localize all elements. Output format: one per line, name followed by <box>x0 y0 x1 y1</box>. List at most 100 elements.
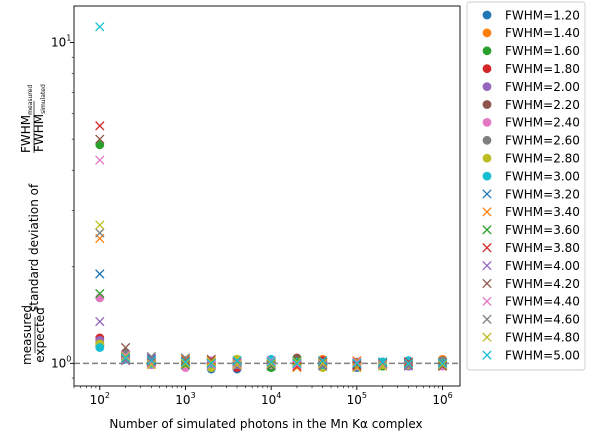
legend-label: FWHM=4.20 <box>505 277 580 291</box>
data-point <box>95 293 105 303</box>
data-point <box>95 140 105 150</box>
legend: FWHM=1.20 FWHM=1.40 FWHM=1.60 FWHM=1.80 FWHM… <box>466 1 586 371</box>
x-tick-label-exponent: 5 <box>362 391 367 400</box>
data-point <box>146 360 157 370</box>
y-tick-label-exponent: 0 <box>66 354 71 363</box>
legend-marker <box>482 314 492 324</box>
data-point <box>120 353 131 363</box>
plot-area <box>74 22 460 374</box>
data-point <box>266 357 276 367</box>
x-tick-label-base: 10 <box>432 393 447 407</box>
data-point <box>95 155 105 165</box>
x-tick-label-exponent: 4 <box>276 391 281 400</box>
data-point <box>318 360 328 370</box>
data-point <box>146 358 157 369</box>
legend-marker <box>482 46 492 56</box>
data-point <box>377 357 388 367</box>
data-point <box>180 355 191 366</box>
data-point <box>377 361 388 371</box>
data-point <box>206 357 216 367</box>
legend-marker <box>482 225 492 235</box>
y-label-fraction: FWHMmeasured FWHMsimulated <box>19 84 47 153</box>
data-point <box>146 351 157 362</box>
legend-marker <box>482 207 492 217</box>
data-point <box>437 361 448 371</box>
x-tick-label-base: 10 <box>347 393 362 407</box>
legend-label: FWHM=4.80 <box>505 331 580 345</box>
data-point <box>318 358 328 369</box>
data-point <box>352 358 362 369</box>
data-point <box>266 360 276 370</box>
data-point <box>266 358 276 369</box>
data-point <box>352 361 362 371</box>
legend-marker <box>482 82 492 91</box>
legend-box <box>466 1 586 371</box>
y-label-fraction-numerator-subscript: measured <box>27 85 34 115</box>
data-point <box>232 357 242 367</box>
data-point <box>95 22 105 32</box>
data-point <box>318 357 328 367</box>
y-label-main: standard deviation of <box>27 183 41 312</box>
data-point <box>292 358 302 369</box>
data-point <box>180 357 191 367</box>
data-point <box>403 360 414 370</box>
legend-label: FWHM=1.40 <box>505 26 580 40</box>
data-point <box>120 351 131 362</box>
x-tick-label: 105 <box>347 391 367 407</box>
x-axis-label: Number of simulated photons in the Mn Kα… <box>109 417 422 431</box>
legend-label: FWHM=2.40 <box>505 116 580 130</box>
legend-label: FWHM=3.40 <box>505 205 580 219</box>
legend-label: FWHM=4.00 <box>505 259 580 273</box>
x-tick-label-base: 10 <box>261 393 276 407</box>
data-point <box>180 360 191 370</box>
legend-label: FWHM=1.20 <box>505 8 580 22</box>
series-fwhm-5-00 <box>95 22 448 369</box>
legend-label: FWHM=3.80 <box>505 241 580 255</box>
data-point <box>292 357 302 367</box>
x-tick-label: 103 <box>175 391 195 407</box>
legend-label: FWHM=4.60 <box>505 313 580 327</box>
y-tick-label-base: 10 <box>51 36 66 50</box>
y-tick-label: 100 <box>51 354 71 370</box>
legend-marker <box>482 296 492 307</box>
legend-marker <box>482 135 492 145</box>
data-point <box>95 316 105 327</box>
legend-marker <box>482 64 492 74</box>
svg-text:FWHMsimulated: FWHMsimulated <box>32 84 47 152</box>
data-point <box>232 355 242 366</box>
legend-label: FWHM=3.20 <box>505 187 580 201</box>
legend-marker <box>482 171 492 181</box>
data-point <box>120 354 131 364</box>
legend-marker <box>482 260 492 271</box>
legend-label: FWHM=1.60 <box>505 44 580 58</box>
data-point <box>403 358 414 369</box>
data-point <box>403 357 414 367</box>
legend-marker <box>482 153 492 163</box>
x-tick-label-base: 10 <box>90 393 105 407</box>
data-point <box>232 360 242 370</box>
data-point <box>352 362 362 373</box>
data-point <box>95 121 105 131</box>
x-tick-label: 104 <box>261 391 281 407</box>
x-tick-label-base: 10 <box>175 393 190 407</box>
legend-label: FWHM=2.20 <box>505 98 580 112</box>
legend-label: FWHM=1.80 <box>505 62 580 76</box>
data-point <box>180 358 191 369</box>
legend-marker <box>482 189 492 199</box>
legend-marker <box>482 278 492 289</box>
legend-marker <box>482 10 492 20</box>
legend-marker <box>482 350 492 360</box>
data-point <box>318 355 328 366</box>
data-point <box>206 355 216 366</box>
legend-label: FWHM=2.60 <box>505 134 580 148</box>
y-label-fraction-denominator: FWHM <box>32 114 46 152</box>
data-point <box>437 358 448 369</box>
x-tick-label-exponent: 3 <box>191 391 196 400</box>
y-label-fraction-numerator: FWHM <box>19 115 33 153</box>
y-tick-label-base: 10 <box>51 356 66 370</box>
data-point <box>206 358 216 369</box>
legend-marker <box>482 100 492 109</box>
legend-marker <box>482 243 492 253</box>
legend-marker <box>482 118 492 127</box>
